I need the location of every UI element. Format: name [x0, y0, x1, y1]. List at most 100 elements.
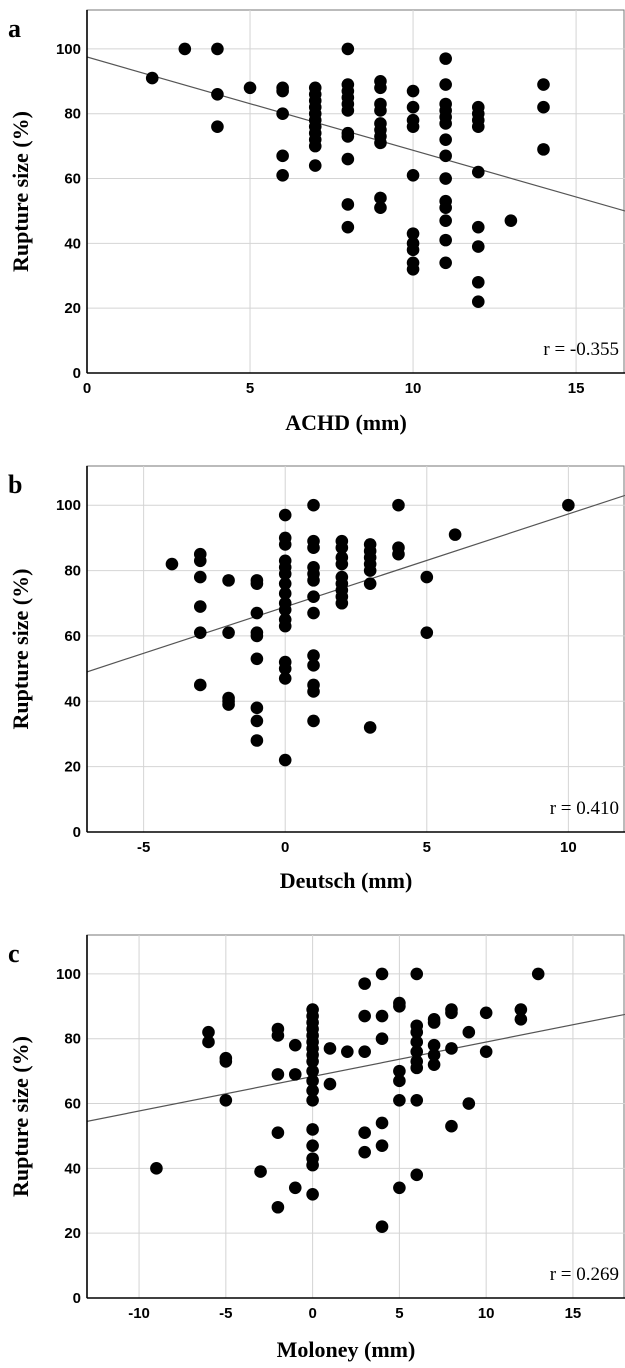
y-tick-label: 80: [64, 563, 81, 580]
data-point: [271, 1029, 285, 1042]
data-point: [471, 295, 485, 308]
data-point: [250, 629, 264, 643]
data-point: [308, 139, 322, 153]
y-tick-label: 60: [64, 171, 81, 188]
data-point: [531, 967, 545, 981]
data-point: [537, 143, 550, 156]
data-point: [193, 678, 207, 692]
data-point: [537, 100, 550, 114]
data-point: [406, 168, 420, 182]
data-point: [243, 81, 257, 95]
data-point: [358, 1126, 371, 1140]
data-point: [278, 587, 292, 600]
data-point: [410, 1025, 424, 1039]
y-tick-label: 0: [73, 824, 81, 841]
data-point: [393, 1000, 406, 1013]
x-axis-label: Deutsch (mm): [280, 868, 413, 893]
data-point: [211, 87, 224, 101]
data-point: [250, 577, 264, 590]
x-tick-label: 0: [308, 1305, 316, 1322]
panel-c: -10 -5 0 5 10 15 0 20 40 60 80 100 c Rupture size (%)…: [8, 934, 625, 1362]
data-point: [445, 1006, 458, 1020]
data-point: [323, 1077, 337, 1091]
data-point: [250, 734, 264, 747]
correlation-label: r = -0.355: [543, 339, 619, 360]
data-point: [276, 168, 289, 182]
data-point: [202, 1035, 215, 1049]
data-point: [307, 659, 320, 672]
data-point: [375, 1116, 389, 1130]
y-tick-label: 100: [56, 41, 81, 58]
data-point: [375, 1220, 389, 1233]
data-point: [278, 753, 292, 767]
data-point: [410, 1035, 424, 1049]
data-point: [514, 1012, 528, 1026]
data-point: [278, 603, 292, 617]
data-point: [178, 42, 192, 56]
y-tick-label: 60: [64, 1096, 81, 1113]
data-point: [363, 721, 377, 734]
data-point: [406, 243, 420, 257]
data-point: [445, 1119, 458, 1133]
plot-frame: [86, 465, 625, 833]
data-point: [278, 662, 292, 675]
data-point: [406, 120, 420, 133]
data-point: [145, 71, 159, 85]
data-point: [479, 1045, 493, 1058]
x-tick-label: 10: [478, 1305, 495, 1322]
data-point: [439, 256, 452, 270]
panel-letter: a: [8, 14, 21, 43]
y-axis-label: Rupture size (%): [8, 569, 33, 730]
data-point: [439, 78, 452, 91]
data-point: [250, 714, 264, 728]
data-point: [439, 52, 452, 65]
data-point: [222, 574, 235, 587]
y-tick-label: 40: [64, 1160, 81, 1177]
data-point: [308, 159, 322, 172]
y-tick-label: 20: [64, 1225, 81, 1242]
data-point: [276, 84, 289, 98]
y-tick-label: 60: [64, 628, 81, 645]
plot-frame: [86, 9, 625, 374]
panel-a: 0 5 10 15 0 20 40 60 80 100 a Rupture size (%) ACHD …: [8, 9, 625, 435]
data-point: [271, 1068, 285, 1081]
data-point: [276, 107, 289, 121]
data-point: [341, 130, 355, 143]
x-tick-label: 15: [568, 380, 585, 397]
data-point: [374, 201, 387, 215]
data-point: [288, 1038, 302, 1052]
data-point: [306, 1064, 319, 1078]
data-point: [323, 1042, 337, 1055]
data-point: [427, 1048, 441, 1062]
data-point: [211, 42, 224, 56]
y-tick-label: 100: [56, 966, 81, 983]
data-point: [307, 714, 320, 728]
data-point: [406, 100, 420, 114]
regression-line: [87, 56, 625, 212]
data-point: [439, 233, 452, 247]
data-point: [306, 1093, 319, 1107]
data-point: [462, 1025, 476, 1039]
x-axis-label: ACHD (mm): [285, 410, 407, 435]
x-axis-label: Moloney (mm): [277, 1337, 416, 1362]
data-point: [193, 554, 207, 568]
x-tick-label: -10: [128, 1305, 150, 1322]
y-tick-label: 80: [64, 106, 81, 123]
x-tick-label: 10: [560, 839, 577, 856]
y-tick-label: 40: [64, 235, 81, 252]
data-point: [392, 547, 405, 561]
data-point: [307, 685, 320, 698]
data-point: [307, 590, 320, 604]
data-point: [393, 1074, 406, 1088]
data-point: [211, 120, 224, 133]
data-point: [358, 1045, 371, 1058]
data-point: [219, 1055, 233, 1068]
data-point: [306, 1084, 319, 1097]
y-axis-label: Rupture size (%): [8, 1036, 33, 1197]
data-point: [358, 1145, 371, 1159]
data-point: [410, 967, 424, 981]
x-tick-label: 5: [395, 1305, 403, 1322]
data-point: [306, 1139, 319, 1152]
data-point: [278, 619, 292, 633]
